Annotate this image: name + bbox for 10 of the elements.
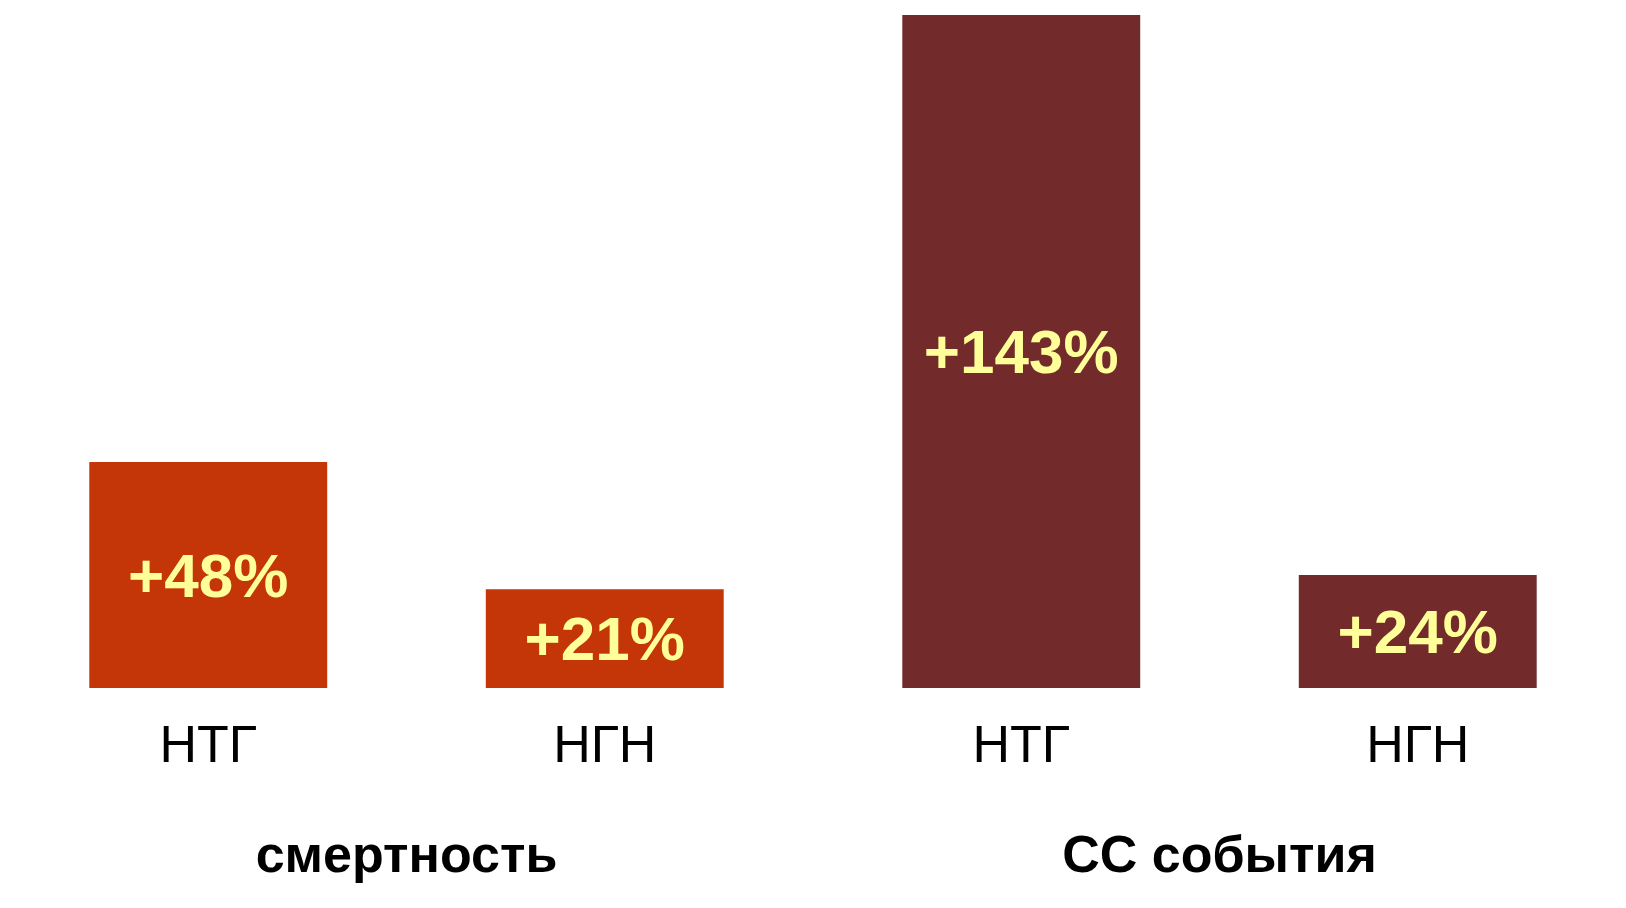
- x-axis-title: смертность: [255, 825, 558, 883]
- x-tick-label: НТГ: [159, 715, 257, 773]
- data-label: +143%: [923, 317, 1119, 386]
- data-label: +21%: [524, 604, 685, 674]
- x-tick-label: НГН: [553, 715, 657, 773]
- data-label: +24%: [1337, 597, 1498, 667]
- x-axis-title: СС события: [1062, 825, 1377, 883]
- x-tick-label: НТГ: [972, 715, 1070, 773]
- x-tick-label: НГН: [1366, 715, 1470, 773]
- data-label: +48%: [128, 540, 289, 610]
